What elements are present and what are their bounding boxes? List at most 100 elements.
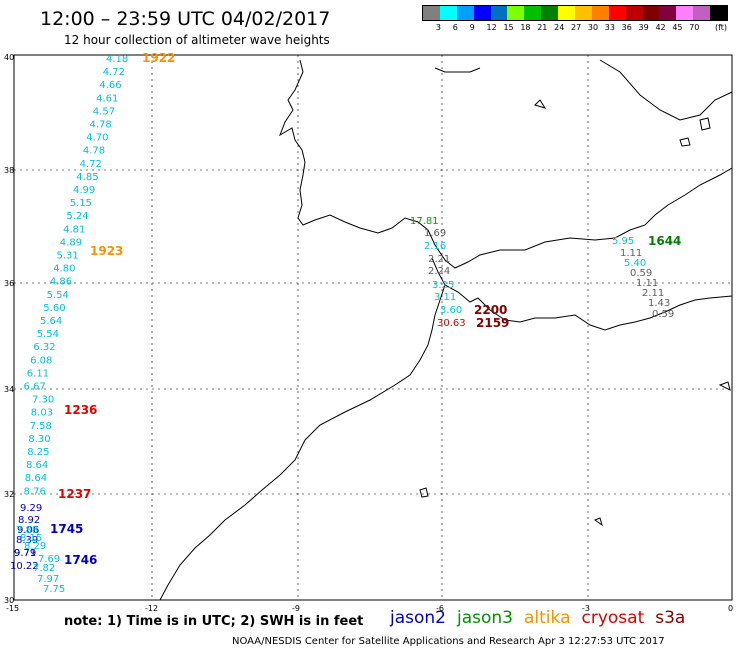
lat-label-34: 34 [4, 385, 14, 394]
legend-swatch [642, 6, 660, 20]
jason2-value: 9.79 [14, 548, 36, 559]
track-value: 4.61 [96, 93, 118, 104]
strait-value: 2.24 [428, 266, 450, 277]
track-value: 4.66 [99, 80, 121, 91]
jason2-track-values: 9.298.929.068.39 9.719.79 10.22 [10, 503, 42, 572]
lon-label-m12: -12 [145, 604, 158, 613]
legend-tick: 27 [571, 23, 582, 32]
legend-tick: 3 [435, 23, 441, 32]
track-value: 8.64 [26, 460, 48, 471]
lon-labels: -15 -12 -9 -6 -3 0 [6, 604, 733, 613]
med-value: 1.11 [620, 248, 642, 259]
track-value: 5.24 [66, 211, 88, 222]
strait-track-values: 17.811.69 2.16 2.212.24 3.253.11 3.60 30.63 [410, 216, 466, 329]
track-value: 4.80 [53, 264, 75, 275]
satellite-altika: altika [524, 608, 571, 628]
legend-tick: 36 [621, 23, 632, 32]
time-label: 1922 [142, 51, 175, 65]
track-value: 5.15 [70, 198, 92, 209]
track-value: 5.31 [57, 251, 79, 262]
legend-swatch [524, 6, 542, 20]
strait-value: 17.81 [410, 216, 439, 227]
track-value: 8.30 [28, 434, 50, 445]
track-value: 8.64 [25, 473, 47, 484]
lat-label-38: 38 [4, 166, 14, 175]
track-value: 8.03 [31, 408, 53, 419]
satellite-legend: jason2 jason3 altika cryosat s3a [390, 608, 696, 628]
mixed-value: 8.15 [20, 533, 42, 544]
lon-label-m15: -15 [6, 604, 19, 613]
legend-tick: 9 [469, 23, 475, 32]
track-value: 8.25 [27, 447, 49, 458]
legend-tick: 42 [655, 23, 666, 32]
footer-credit: NOAA/NESDIS Center for Satellite Applica… [232, 636, 665, 647]
coastline [159, 59, 733, 601]
lat-label-30: 30 [4, 596, 14, 605]
jason2-value: 8.92 [18, 515, 40, 526]
legend-swatch [676, 6, 694, 20]
track-value: 4.86 [50, 277, 72, 288]
legend-tick: 45 [672, 23, 683, 32]
satellite-jason3: jason3 [457, 608, 513, 628]
strait-value: 3.25 [432, 280, 454, 291]
jason2-value: 9.71 [14, 548, 36, 559]
legend-swatch [473, 6, 491, 20]
legend-swatch [693, 6, 711, 20]
time-label: 1236 [64, 403, 97, 417]
jason2-value: 9.06 [17, 525, 39, 536]
lon-gridlines [151, 55, 589, 600]
satellite-cryosat: cryosat [581, 608, 645, 628]
strait-value: 30.63 [437, 318, 466, 329]
mixed-value: 7.75 [43, 584, 65, 595]
legend-tick: 30 [587, 23, 599, 32]
mixed-value: 7.88 [16, 525, 38, 536]
track-value: 8.76 [24, 486, 46, 497]
jason2-value: 9.29 [20, 503, 42, 514]
track-value: 6.08 [30, 355, 52, 366]
mixed-value: 7.69 [38, 554, 60, 565]
legend-swatch [558, 6, 576, 20]
legend-tick: 15 [503, 23, 514, 32]
track-value: 4.70 [86, 133, 108, 144]
track-value: 4.72 [80, 159, 102, 170]
med-value: 2.11 [642, 288, 664, 299]
legend-swatch [659, 6, 677, 20]
lon-label-m6: -6 [436, 604, 444, 613]
track-value: 4.78 [90, 120, 112, 131]
mixed-value: 8.29 [24, 541, 46, 552]
track-value: 4.99 [73, 185, 95, 196]
track-value: 4.85 [76, 172, 98, 183]
time-label: 1746 [64, 553, 97, 567]
track-value: 7.58 [30, 421, 52, 432]
lat-label-36: 36 [4, 279, 14, 288]
satellite-jason2: jason2 [390, 608, 446, 628]
mixed-value: 7.82 [33, 563, 55, 574]
legend-swatch [625, 6, 643, 20]
footer-note: note: 1) Time is in UTC; 2) SWH is in fe… [64, 614, 364, 629]
satellite-s3a: s3a [655, 608, 686, 628]
legend-swatch [710, 6, 728, 20]
med-value: 0.59 [630, 268, 652, 279]
med-value: 5.95 [612, 236, 634, 247]
mixed-value: 7.97 [37, 574, 59, 585]
legend-tick: 33 [604, 23, 615, 32]
med-track-values: 5.951.115.400.591.112.111.430.59 [612, 236, 674, 320]
track-value: 5.54 [47, 290, 69, 301]
legend-swatch [591, 6, 609, 20]
track-value: 4.72 [103, 67, 125, 78]
legend-color-bar [422, 5, 728, 21]
legend-tick: 12 [486, 23, 497, 32]
track-value: 4.89 [60, 237, 82, 248]
time-label: 1644 [648, 234, 681, 248]
legend-tick: 21 [537, 23, 548, 32]
legend-tick: 18 [520, 23, 531, 32]
strait-value: 2.21 [428, 254, 450, 265]
atlantic-track-values: 4.18 4.72 4.66 4.61 4.57 4.78 4.70 4.78 4.72 4.85… [24, 54, 129, 497]
legend-swatch [541, 6, 559, 20]
med-value: 1.11 [636, 278, 658, 289]
legend-tick: 39 [638, 23, 649, 32]
lon-label-m3: -3 [582, 604, 590, 613]
strait-value: 1.69 [424, 228, 446, 239]
